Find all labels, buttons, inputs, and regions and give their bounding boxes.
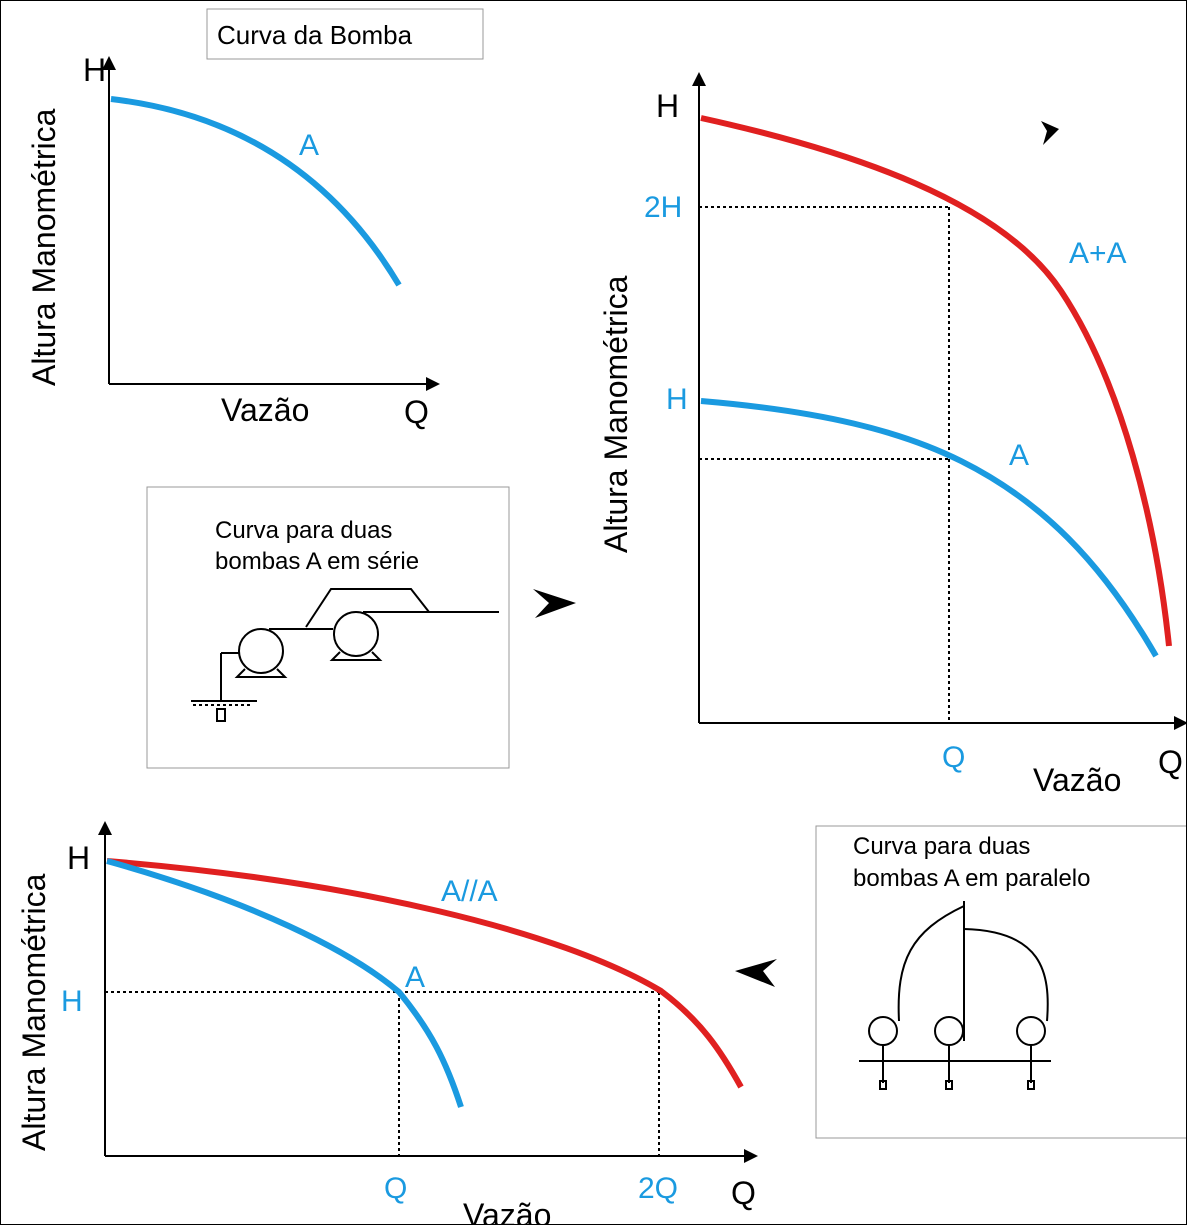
panel-single-pump: Curva da Bomba H Q Vazão Altura Manométr… [26,8,484,430]
tick-h: H [61,985,83,1018]
decorative-arrow-topright [1041,121,1059,145]
panel-series-chart: H Q Vazão Altura Manométrica 2H H Q A+A … [598,72,1186,798]
curve-single-label: A [1009,439,1029,472]
y-axis-label: Altura Manométrica [26,108,62,386]
x-axis-symbol: Q [1158,744,1183,780]
tick-q: Q [942,741,965,774]
curve-par-label: A//A [441,875,498,908]
x-axis-label: Vazão [463,1197,551,1225]
parallel-title-line1: Curva para duas [853,833,1030,860]
series-box-frame [146,486,510,769]
y-axis-label: Altura Manométrica [16,873,52,1151]
curve-sum-label: A+A [1069,237,1127,270]
x-axis-label: Vazão [221,392,309,428]
tick-2h: 2H [644,191,682,224]
arrow-to-parallel-chart [735,959,777,987]
box-parallel: Curva para duas bombas A em paralelo [815,825,1186,1139]
panel-parallel-chart: H Q Vazão Altura Manométrica H Q 2Q A//A… [16,821,758,1225]
x-axis-symbol: Q [731,1175,756,1211]
tick-h: H [666,383,688,416]
box-series: Curva para duas bombas A em série [146,486,510,769]
bypass-pipe [305,588,430,628]
y-axis-symbol: H [656,88,679,124]
arrow-to-series-chart [533,589,576,618]
curve-a [106,858,464,1108]
parallel-pump-schematic [859,901,1051,1090]
curve-label: A [299,129,319,162]
pump-1 [238,628,284,674]
y-axis-symbol: H [83,52,106,88]
series-title-line1: Curva para duas [215,517,392,544]
y-axis-label: Altura Manométrica [598,275,634,553]
panel-title: Curva da Bomba [217,20,413,50]
pump-2 [333,611,379,657]
series-title-line2: bombas A em série [215,548,419,575]
title-box [206,8,484,60]
parallel-title-line2: bombas A em paralelo [853,865,1090,892]
tick-q: Q [384,1172,407,1205]
series-pump-schematic [191,588,499,722]
tick-2q: 2Q [638,1172,678,1205]
foot-valve [216,708,226,722]
parallel-box-frame [815,825,1186,1139]
curve-a [700,398,1159,658]
curve-a-parallel-a [106,858,744,1089]
curve-a-plus-a [700,115,1172,647]
x-axis-label: Vazão [1033,762,1121,798]
right-branch [963,928,1049,1022]
x-axis-symbol: Q [404,394,429,430]
left-branch [897,905,965,1022]
y-axis-symbol: H [67,840,90,876]
curve-single-label: A [405,961,425,994]
curve-a [110,96,402,287]
